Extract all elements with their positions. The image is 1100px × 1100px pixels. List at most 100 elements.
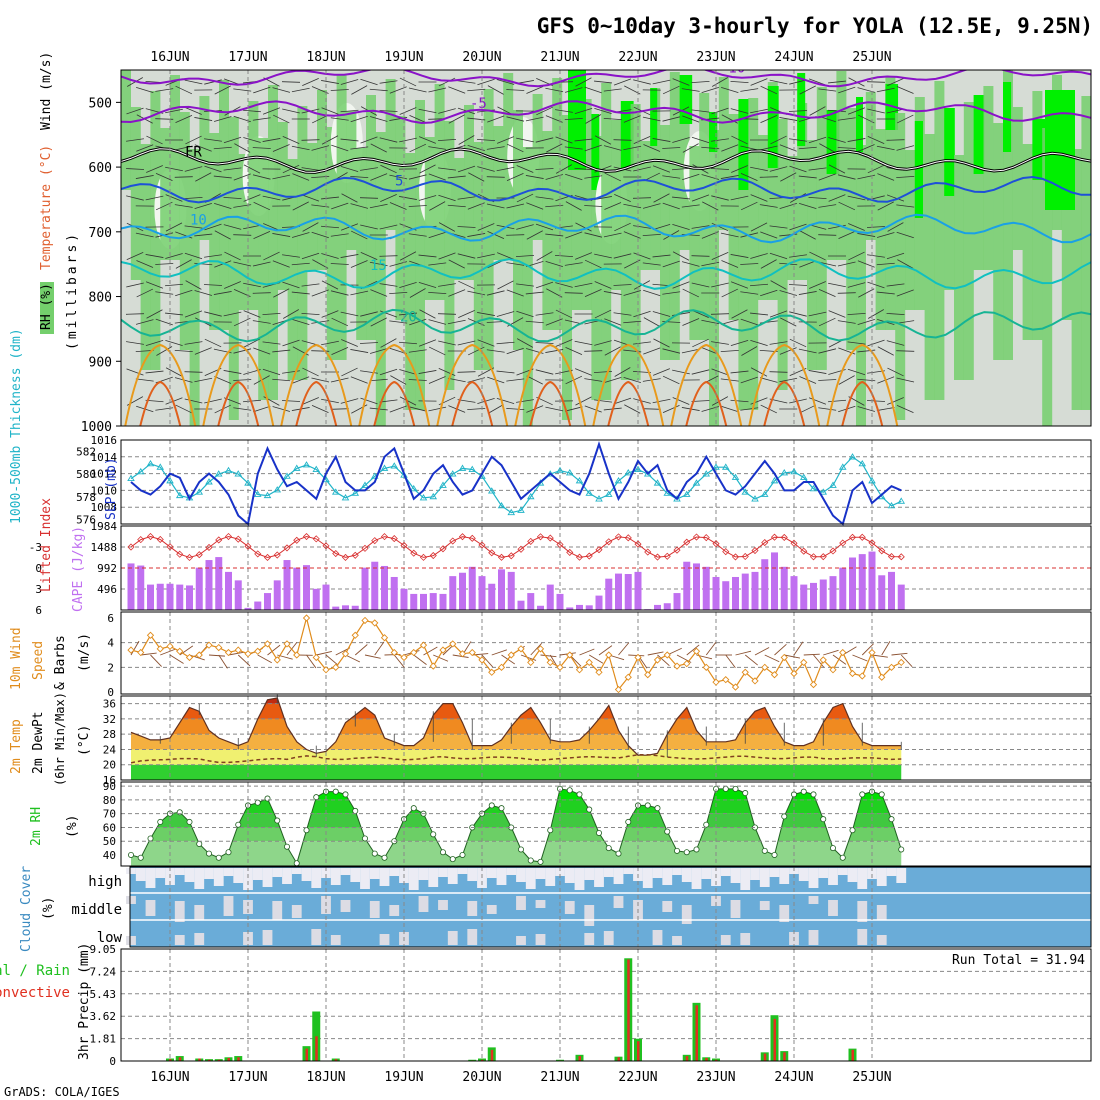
wind-barb — [369, 203, 388, 209]
slp-tick-label: 1014 — [91, 451, 118, 464]
wind-barb — [682, 115, 700, 123]
lifted-point — [332, 549, 340, 558]
wind-barb — [798, 175, 817, 179]
wind-barb — [721, 260, 739, 268]
wind-barb — [165, 194, 183, 202]
wind-barb — [447, 319, 466, 325]
rh-point — [605, 845, 612, 852]
wind-barb — [614, 193, 631, 203]
cape-bar — [663, 603, 671, 610]
date-label-bottom: 20JUN — [462, 1070, 501, 1085]
thickness-point — [195, 488, 204, 495]
wind-barb — [292, 318, 310, 326]
cloud-high-cell — [204, 868, 214, 879]
wind-barb — [867, 164, 885, 174]
wind-barb — [233, 173, 251, 181]
lifted-point — [741, 552, 749, 561]
lifted-point — [731, 553, 740, 561]
wind-barb — [633, 341, 651, 345]
wind-barb — [506, 234, 525, 236]
lifted-point — [527, 537, 535, 545]
rh-point — [137, 854, 144, 861]
wind-barb — [301, 167, 320, 171]
wind-barb — [740, 201, 758, 211]
wind10m-point — [478, 656, 486, 664]
cloud-low-cell — [876, 935, 887, 945]
wind-barb — [662, 375, 680, 385]
rh-mid-patch — [473, 142, 484, 370]
wind10m-point — [507, 651, 515, 659]
thickness-point — [614, 476, 623, 484]
wind-barb — [174, 349, 193, 353]
thickness-point — [731, 473, 740, 480]
cloud-high-cell — [467, 868, 478, 881]
lifted-point — [380, 533, 389, 541]
wind-barb — [369, 261, 388, 267]
wind10m-point — [585, 658, 593, 667]
wind-barb — [272, 114, 290, 124]
wind10m-axis-label: 10m Wind — [9, 627, 24, 690]
wind-barb — [399, 77, 417, 87]
cloud-low-cell — [174, 935, 185, 945]
wind-barb — [447, 204, 466, 208]
cloud-high-cell — [184, 868, 195, 882]
wind-barb — [272, 260, 290, 268]
rh-mid-patch — [767, 82, 778, 300]
rh-mid-patch — [826, 124, 837, 260]
lifted-point — [536, 533, 545, 541]
wind-barb — [643, 347, 661, 355]
lifted-point — [273, 551, 281, 559]
wind10m-barb — [852, 654, 868, 662]
wind-barb — [604, 376, 622, 384]
cape-bar — [605, 578, 613, 610]
wind-barb — [390, 375, 407, 385]
wind-barb — [253, 405, 271, 413]
wind-barb — [126, 251, 144, 261]
wind-barb — [613, 284, 632, 286]
rh-point — [742, 790, 749, 797]
wind-barb — [437, 138, 457, 142]
wind10m-point — [741, 668, 749, 676]
wind-barb — [408, 174, 427, 180]
wind-barb — [798, 348, 817, 354]
wind-barb — [545, 260, 563, 268]
wind-barb — [681, 204, 700, 208]
wind-barb — [710, 313, 730, 315]
wind-barb — [165, 166, 183, 172]
wind-barb — [486, 321, 505, 323]
wind10m-point — [137, 648, 145, 657]
rh-bright-patch — [914, 121, 924, 218]
wind10m-barb — [774, 643, 787, 656]
wind-barb — [662, 116, 681, 122]
thickness-point — [166, 476, 174, 484]
cloud-middle-cell — [662, 901, 673, 912]
wind-barb — [749, 283, 769, 287]
wind-barb — [506, 262, 525, 266]
wind-barb — [418, 108, 437, 114]
cloud-high-cell — [613, 868, 624, 884]
wind10m-barb — [618, 642, 630, 656]
cape-bar — [332, 606, 340, 610]
surface-hot-contour — [685, 380, 728, 426]
wind-barb — [536, 251, 553, 261]
wind-barb — [419, 164, 436, 174]
wind-barb — [896, 231, 914, 239]
wind-barb — [252, 261, 271, 267]
wind-barb — [369, 88, 388, 92]
wind-barb — [185, 135, 202, 145]
wind-barb — [818, 407, 837, 411]
wind-barb — [341, 339, 358, 347]
wind10m-barb — [160, 648, 176, 656]
rh-mid-patch — [836, 71, 847, 260]
wind-barb — [418, 370, 437, 374]
thickness-point — [556, 466, 564, 474]
thickness-point — [312, 465, 321, 472]
cape-axis-label: CAPE (J/kg) — [71, 526, 86, 612]
cape-bars — [127, 551, 905, 610]
rh-point — [127, 851, 134, 858]
wind-barb — [837, 261, 856, 267]
lifted-tick-label: 6 — [35, 604, 42, 617]
wind-barb — [866, 81, 886, 83]
cloud-low-cell — [584, 933, 595, 945]
